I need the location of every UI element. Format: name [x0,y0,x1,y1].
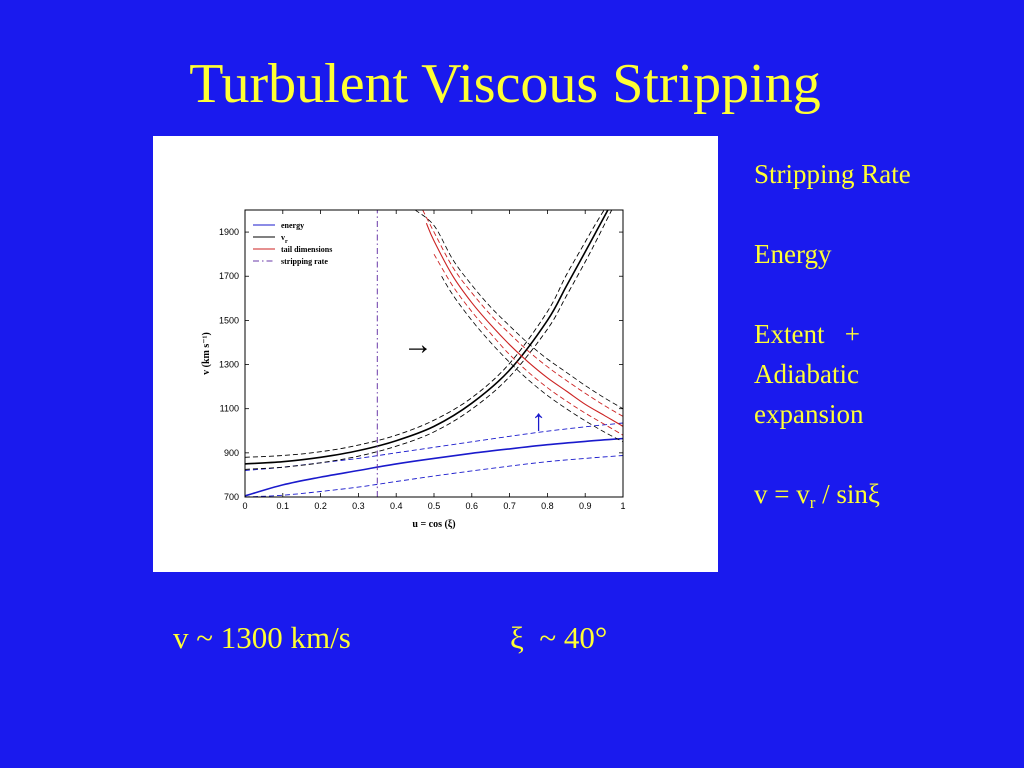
x-tick-label: 0.2 [314,501,327,511]
x-tick-label: 0.9 [579,501,592,511]
series-layer [245,210,623,497]
slide-title: Turbulent Viscous Stripping [189,53,821,115]
legend-label: stripping rate [281,257,328,266]
velocity-estimate: v ~ 1300 km/s [173,620,351,655]
y-tick-label: 1500 [219,315,239,325]
y-tick-label: 1900 [219,227,239,237]
series-line-band-2 [245,455,623,497]
series-line-band-4 [245,210,605,458]
series-line-tail-dimensions [425,222,623,427]
y-tick-label: 900 [224,448,239,458]
legend-label: tail dimensions [281,245,332,254]
formula-subscript: r [809,493,816,512]
y-tick-label: 700 [224,492,239,502]
x-tick-label: 1 [620,501,625,511]
extent-note: Extent + [754,319,860,349]
velocity-formula: v = vr / sinξ [754,474,1014,514]
up-arrow-annotation: ↑ [531,404,546,437]
expansion-note: expansion [754,399,864,429]
energy-note: Energy [754,239,832,269]
figure-panel: 0 0.1 0.2 0.3 0.4 0.5 0.6 0.7 0.8 0.9 1 700 900 1100 1… [153,136,718,572]
y-axis-label: v (km s⁻¹) [201,332,212,375]
legend-label: vr [281,233,288,245]
right-arrow-annotation: → [403,328,433,361]
x-axis-label: u = cos (ξ) [412,519,455,530]
adiabatic-note: Adiabatic [754,359,859,389]
x-tick-label: 0.8 [541,501,554,511]
formula-suffix: / sinξ [815,479,880,509]
series-line-band-5 [245,210,613,470]
y-tick-label: 1700 [219,271,239,281]
x-tick-label: 0.6 [466,501,479,511]
series-line-band-1 [245,422,623,471]
stripping-rate-note: Stripping Rate [754,159,911,189]
y-tick-label: 1300 [219,360,239,370]
y-tick-label: 1100 [220,404,239,414]
x-tick-label: 0 [242,501,247,511]
x-tick-label: 0.7 [503,501,516,511]
x-tick-label: 0.1 [277,501,290,511]
chart: 0 0.1 0.2 0.3 0.4 0.5 0.6 0.7 0.8 0.9 170090011001… [201,209,626,530]
legend-label: energy [281,221,304,230]
formula-prefix: v = v [754,479,810,509]
x-tick-label: 0.4 [390,501,403,511]
series-line-energy [245,437,623,497]
series-line-v-r [245,210,609,465]
side-notes: Stripping Rate Energy Extent + Adiabatic… [754,154,1014,514]
axis-layer: 0 0.1 0.2 0.3 0.4 0.5 0.6 0.7 0.8 0.9 170090011001… [201,210,626,530]
angle-estimate: ξ ~ 40° [510,620,608,655]
x-tick-label: 0.3 [352,501,365,511]
series-line-band-7 [422,210,623,417]
series-line-outer-band-9 [414,210,623,410]
series-line-outer-band-10 [441,276,623,443]
series-line-band-8 [433,253,623,436]
x-tick-label: 0.5 [428,501,441,511]
